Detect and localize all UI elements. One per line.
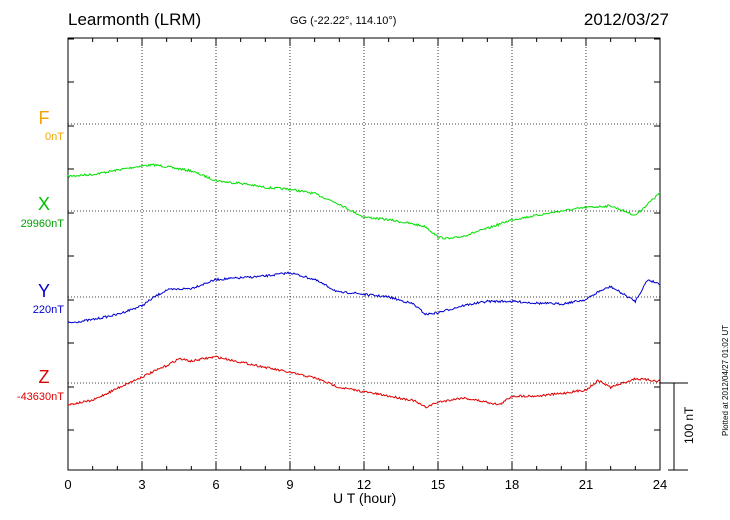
channel-x-label: X [37,194,50,214]
x-tick-label: 24 [653,477,667,492]
x-tick-label: 18 [505,477,519,492]
x-tick-label: 6 [212,477,219,492]
station-coordinates: GG (-22.22°, 114.10°) [290,15,397,27]
station-title: Learmonth (LRM) [68,10,202,29]
chart-grid [68,38,660,470]
series-line-z [67,355,661,409]
x-axis-ticks: 0 3 6 9 12 15 18 21 24 [64,38,667,492]
channel-f-label: F [38,108,50,128]
series-lines [67,163,661,409]
channel-y-baseline: 220nT [32,304,64,316]
series-line-y [67,271,661,324]
channel-f-baseline: 0nT [45,131,64,143]
x-tick-label: 12 [357,477,371,492]
x-tick-label: 9 [286,477,293,492]
channel-z-baseline: -43630nT [16,391,64,403]
x-axis-label: U T (hour) [333,490,397,506]
y-axis-ticks [68,38,660,431]
channel-z-label: Z [38,367,50,387]
x-tick-label: 3 [138,477,145,492]
x-tick-label: 21 [579,477,593,492]
scale-bar [660,382,688,471]
series-line-x [67,163,661,240]
x-tick-label: 0 [64,477,71,492]
x-tick-label: 15 [431,477,445,492]
channel-x-baseline: 29960nT [20,218,64,230]
channel-y-label: Y [37,281,50,301]
plot-date: 2012/03/27 [583,10,669,29]
